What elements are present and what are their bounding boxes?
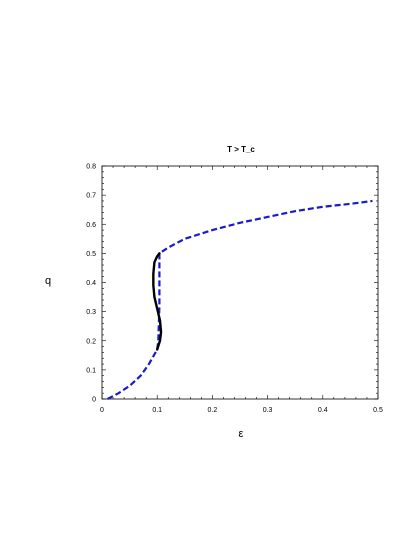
- y-axis-label: q: [45, 275, 51, 287]
- x-tick-label: 0.3: [263, 407, 273, 414]
- y-tick-label: 0.3: [86, 309, 96, 316]
- x-tick-label: 0.5: [373, 407, 383, 414]
- y-tick-label: 0.5: [86, 251, 96, 258]
- x-tick-label: 0: [100, 407, 104, 414]
- x-axis-label: ε: [239, 428, 244, 440]
- y-tick-label: 0.8: [86, 164, 96, 171]
- y-tick-label: 0.1: [86, 367, 96, 374]
- y-tick-label: 0.2: [86, 338, 96, 345]
- y-tick-label: 0.4: [86, 280, 96, 287]
- chart-title: T > T_c: [227, 145, 255, 154]
- plot-area: [101, 165, 379, 400]
- y-tick-label: 0.7: [86, 193, 96, 200]
- y-tick-labels: 0 0.1 0.2 0.3 0.4 0.5 0.6 0.7 0.8: [86, 164, 96, 404]
- series-line-solid: [152, 252, 163, 351]
- x-tick-label: 0.2: [208, 407, 218, 414]
- x-tick-labels: 0 0.1 0.2 0.3 0.4 0.5: [100, 407, 383, 414]
- tick-marks: [101, 165, 379, 400]
- y-tick-label: 0.6: [86, 222, 96, 229]
- x-tick-label: 0.4: [318, 407, 328, 414]
- data-series: [107, 199, 373, 400]
- series-line-dashed: [107, 199, 373, 400]
- x-tick-label: 0.1: [152, 407, 162, 414]
- y-tick-label: 0: [92, 397, 96, 404]
